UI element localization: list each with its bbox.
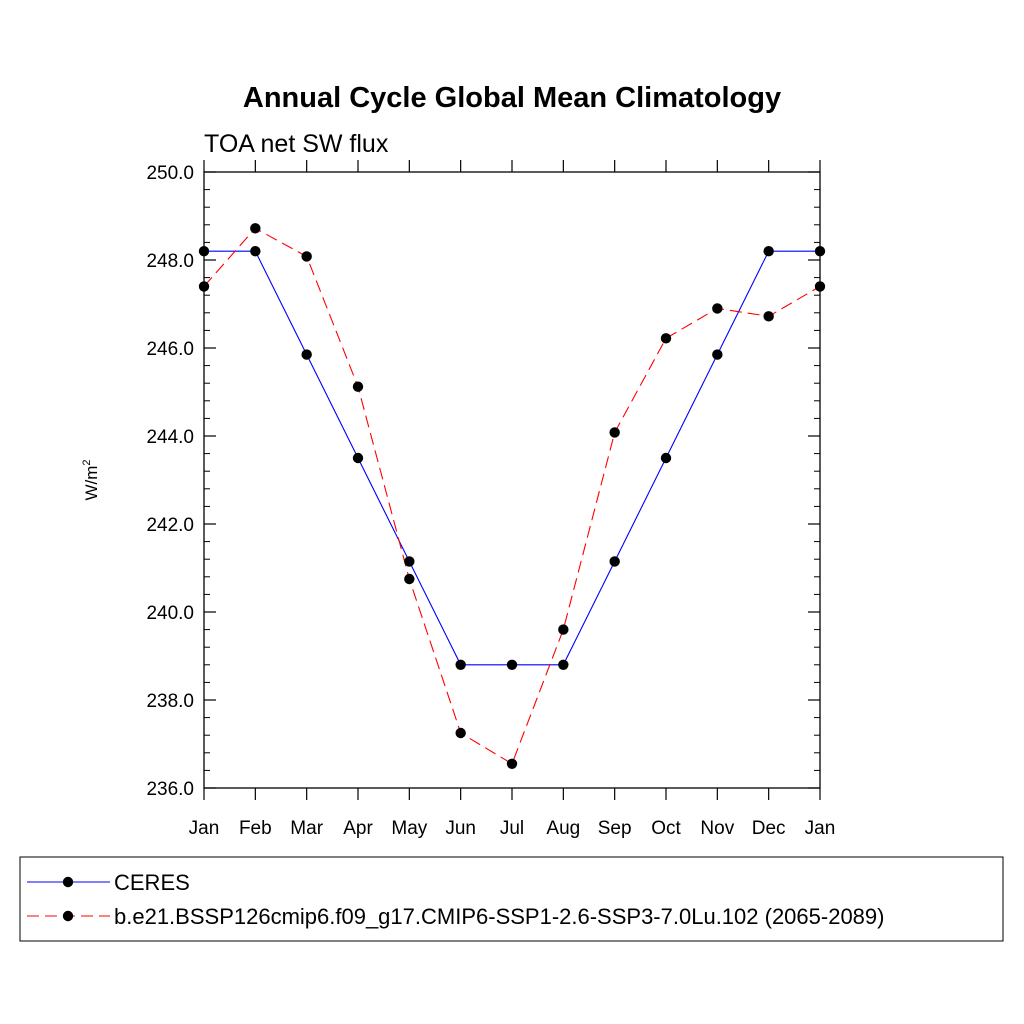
series-2-point: [506, 758, 518, 769]
legend-marker: [62, 910, 74, 922]
series-1-point: [250, 246, 261, 257]
y-tick-label: 242.0: [146, 515, 194, 536]
series-line-1: [204, 250, 820, 666]
x-tick-label: Sep: [598, 818, 632, 839]
x-tick-label: Aug: [546, 818, 580, 839]
x-tick-label: Jun: [445, 818, 476, 839]
series-1-point: [455, 659, 466, 670]
y-axis-label-superscript: 2: [81, 459, 93, 465]
legend: CERES b.e21.BSSP126cmip6.f09_g17.CMIP6-SS…: [19, 856, 1004, 942]
chart-subtitle: TOA net SW flux: [204, 130, 389, 158]
x-axis-ticks: Jan Feb Mar Apr May Jun Jul Aug Sep Oct Nov Dec Jan: [189, 160, 836, 839]
x-tick-label: Mar: [290, 818, 323, 839]
legend-label: b.e21.BSSP126cmip6.f09_g17.CMIP6-SSP1-2.…: [114, 904, 884, 929]
series-2-point: [301, 251, 312, 262]
series-1-point: [609, 556, 620, 567]
y-tick-label: 248.0: [146, 251, 194, 272]
y-axis-label: W/m: [82, 466, 101, 501]
y-axis-title: W/m2: [81, 459, 101, 500]
x-tick-label: Apr: [343, 818, 373, 839]
series-1-point: [660, 452, 672, 464]
x-tick-label: Jul: [500, 818, 524, 839]
series-2-point: [763, 311, 774, 322]
series-2-point: [712, 303, 723, 314]
svg-text:W/m2: W/m2: [81, 459, 101, 500]
series-2-point: [352, 381, 364, 392]
x-tick-label: Oct: [651, 818, 681, 839]
x-tick-label: May: [391, 818, 427, 839]
x-tick-label: Jan: [189, 818, 220, 839]
series-1-point: [763, 246, 774, 257]
y-tick-label: 238.0: [146, 691, 194, 712]
y-tick-label: 240.0: [146, 603, 194, 624]
series-2-point: [455, 727, 466, 739]
series-1-point: [814, 246, 826, 257]
x-tick-label: Jan: [805, 818, 836, 839]
series-layer: [198, 223, 826, 769]
series-2-point: [558, 624, 569, 635]
y-tick-label: 244.0: [146, 427, 194, 448]
series-1-point: [198, 246, 210, 257]
y-axis-ticks: 236.0 238.0 240.0 242.0 244.0 246.0 248.0 250.0: [146, 163, 820, 800]
y-tick-label: 246.0: [146, 339, 194, 360]
series-2-point: [814, 281, 826, 292]
legend-marker: [62, 876, 74, 888]
x-tick-label: Nov: [700, 818, 734, 839]
x-tick-label: Feb: [239, 818, 272, 839]
series-1-point: [352, 452, 364, 464]
x-tick-label: Dec: [752, 818, 786, 839]
series-2-point: [660, 333, 672, 344]
series-1-point: [506, 659, 518, 670]
y-tick-label: 250.0: [146, 163, 194, 184]
series-2-point: [609, 427, 620, 438]
legend-items: CERES b.e21.BSSP126cmip6.f09_g17.CMIP6-SS…: [27, 870, 884, 929]
series-1-point: [558, 659, 569, 670]
legend-label: CERES: [114, 870, 190, 895]
series-line-2: [203, 227, 821, 765]
series-1-point: [712, 349, 723, 360]
y-tick-label: 236.0: [146, 779, 194, 800]
series-2-point: [250, 223, 261, 234]
series-2-point: [198, 281, 210, 292]
series-1-point: [404, 556, 415, 567]
legend-box: [19, 856, 1004, 942]
series-1-point: [301, 349, 312, 360]
plot-frame: [203, 171, 821, 789]
chart-title: Annual Cycle Global Mean Climatology: [243, 82, 781, 114]
series-2-point: [404, 573, 415, 585]
